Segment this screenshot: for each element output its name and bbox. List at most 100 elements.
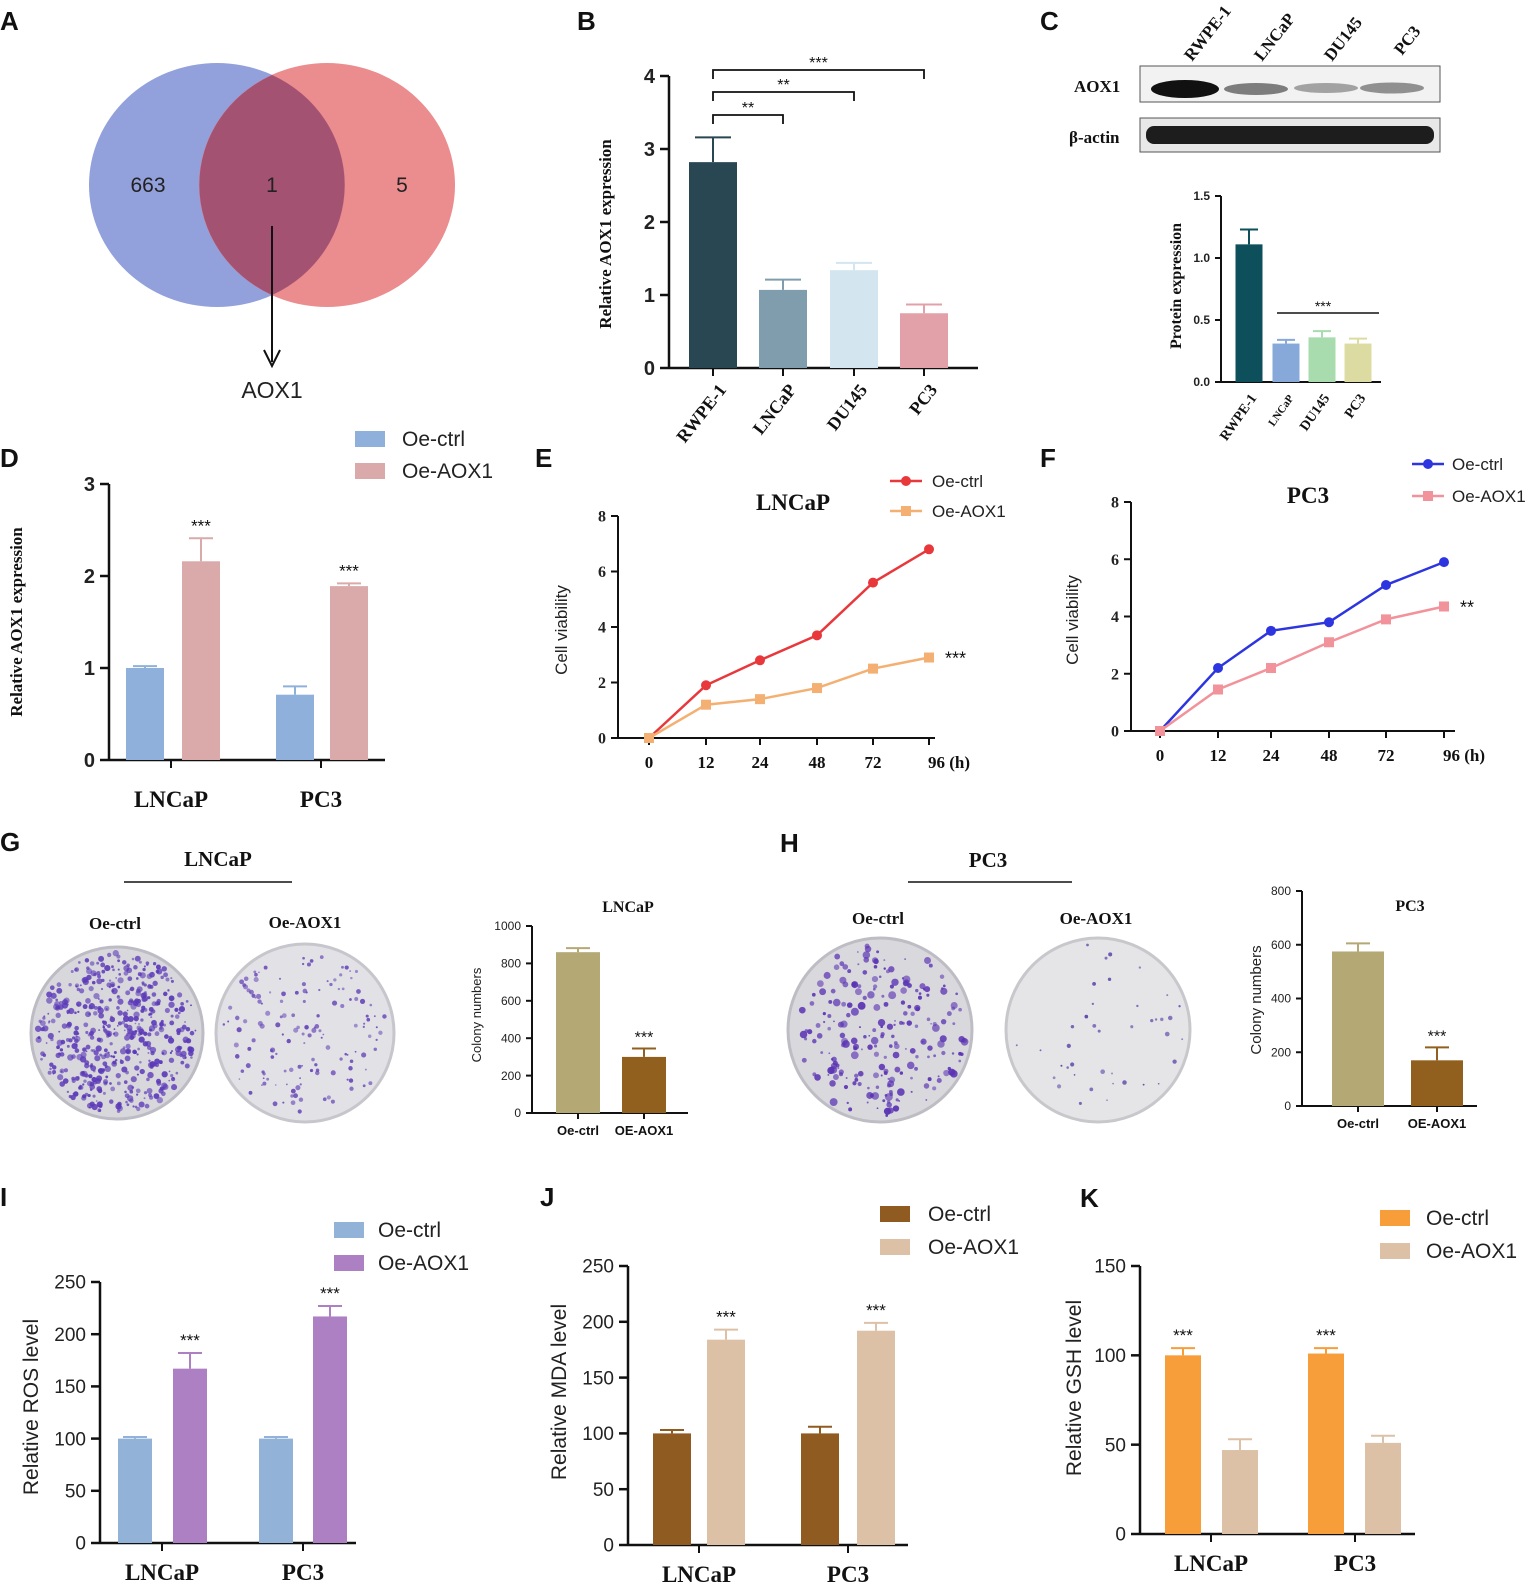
- e-xtick-label-1: 12: [698, 753, 715, 772]
- g-dots-ctrl-colony-367: [176, 1045, 182, 1051]
- e-point-1-4: [868, 663, 878, 674]
- h-dots-ctrl-colony-177: [828, 999, 833, 1004]
- d-ytick-label-2: 2: [84, 566, 95, 588]
- g-dots-ctrl-colony-20: [89, 1035, 95, 1040]
- h-dots-ctrl-colony-121: [886, 1023, 894, 1030]
- h-dots-ctrl-colony-110: [872, 984, 878, 989]
- g-ylabel: Colony numbers: [469, 967, 484, 1062]
- h-dots-ctrl-colony-120: [897, 1088, 905, 1096]
- g-dots-aox1-colony-131: [258, 971, 260, 974]
- panel-label-i: I: [0, 1182, 7, 1212]
- e-point-0-1: [701, 680, 711, 691]
- h-dots-ctrl-colony-198: [823, 971, 831, 979]
- h-dots-ctrl-colony-91: [829, 1098, 838, 1107]
- g-dots-ctrl-colony-201: [170, 1050, 174, 1053]
- h-dots-ctrl-colony-228: [863, 1034, 867, 1039]
- g-dots-ctrl-colony-431: [121, 1020, 126, 1025]
- b-sig-bracket-0: [712, 114, 784, 124]
- g-dots-ctrl-colony-230: [147, 996, 151, 1000]
- g-dots-aox1-colony-54: [330, 1070, 336, 1076]
- g-dots-ctrl-colony-64: [194, 1029, 197, 1032]
- e-ylabel: Cell viability: [552, 585, 571, 675]
- g-dots-ctrl-colony-346: [143, 1031, 148, 1036]
- h-dots-ctrl-colony-178: [940, 987, 948, 995]
- g-dots-ctrl-colony-199: [161, 1052, 165, 1055]
- i-bar-0-1: [259, 1438, 293, 1543]
- g-dots-ctrl-colony-411: [89, 1081, 95, 1087]
- g-dots-aox1-colony-146: [281, 1013, 287, 1018]
- i-yticks: 0 50 100 150 200 250: [54, 1273, 100, 1555]
- g-dots-ctrl-colony-275: [146, 963, 149, 967]
- i-ytick-label-4: 200: [54, 1325, 86, 1346]
- g-dots-ctrl-colony-389: [72, 1093, 75, 1095]
- e-ytick-label-3: 6: [598, 564, 606, 581]
- g-dots-ctrl-colony-19: [169, 1020, 175, 1026]
- g-dots-ctrl-colony-134: [85, 998, 91, 1004]
- g-dots-ctrl-colony-279: [96, 971, 101, 976]
- g-dots-ctrl-colony-253: [97, 1088, 103, 1094]
- h-dots-ctrl-colony-128: [871, 975, 879, 983]
- g-dots-ctrl-colony-99: [117, 968, 120, 971]
- g-dots-ctrl-colony-447: [104, 1065, 111, 1073]
- g-dots-ctrl-colony-263: [189, 1030, 195, 1036]
- b-sig-bracket-2: [712, 69, 925, 79]
- g-dots-ctrl-colony-202: [148, 1093, 153, 1098]
- g-dots-ctrl-colony-63: [102, 1026, 106, 1029]
- c-ytick-label-1: 0.5: [1193, 313, 1210, 327]
- g-dots-aox1-colony-148: [313, 1026, 316, 1029]
- h-dots-ctrl-colony-155: [885, 1114, 889, 1117]
- g-dots-ctrl-colony-462: [151, 1021, 154, 1023]
- g-dots-aox1-colony-35: [240, 1069, 245, 1073]
- d-bar-1-0: [182, 561, 220, 760]
- h-dots-ctrl-colony-196: [895, 1098, 899, 1102]
- k-xlabel-0: LNCaP: [1174, 1551, 1248, 1576]
- j-bar-0-1: [801, 1433, 839, 1545]
- h-dots-aox1-colony-30: [1073, 1074, 1076, 1076]
- g-dots-aox1-colony-68: [245, 1063, 251, 1069]
- g-dots-ctrl-colony-146: [126, 1009, 129, 1012]
- f-xticks: 0 12 24 48 72 96 (h): [1156, 731, 1485, 765]
- h-dots-ctrl-colony-3: [830, 988, 836, 994]
- g-dots-aox1-colony-33: [255, 993, 262, 999]
- f-legend-label-1: Oe-ctrl: [1452, 455, 1503, 474]
- g-dots-ctrl-colony-248: [79, 984, 82, 987]
- band-aox1-pc3: [1360, 82, 1424, 94]
- g-dots-ctrl-colony-472: [159, 1026, 163, 1030]
- h-dots-ctrl-colony-37: [936, 1077, 942, 1084]
- h-dots-aox1-colony-15: [1108, 952, 1113, 957]
- h-dots-ctrl-colony-31: [862, 995, 867, 1001]
- e-xtick-label-2: 24: [752, 753, 770, 772]
- panel-e: E LNCaP Oe-ctrl Oe-AOX1 Cell viability 0…: [535, 443, 1006, 772]
- h-dots-ctrl-colony-126: [914, 1004, 921, 1012]
- g-dots-aox1-colony-102: [263, 965, 268, 970]
- g-dots-ctrl-colony-304: [156, 1096, 163, 1104]
- g-dots-ctrl-colony-494: [171, 1084, 178, 1091]
- j-ytick-label-3: 150: [582, 1368, 614, 1389]
- g-dots-ctrl-colony-467: [98, 1109, 102, 1112]
- h-dots-ctrl-colony-102: [880, 1032, 885, 1037]
- h-dots-ctrl-colony-197: [893, 1023, 896, 1027]
- g-dots-ctrl-colony-252: [95, 1078, 101, 1084]
- g-dots-ctrl-colony-265: [153, 1093, 160, 1100]
- h-dots-ctrl-colony-123: [914, 1066, 918, 1071]
- venn-count-set2: 5: [396, 174, 408, 197]
- b-bar-2: [830, 270, 878, 368]
- h-dots-ctrl-colony-211: [924, 986, 931, 993]
- h-dots-ctrl-colony-136: [839, 1072, 843, 1077]
- h-dots-ctrl-colony-62: [881, 994, 885, 998]
- h-dots-ctrl-colony-72: [932, 1086, 937, 1091]
- e-legend-marker-2: [901, 506, 911, 516]
- g-dots-ctrl-colony-73: [136, 1093, 139, 1096]
- h-dots-ctrl-colony-170: [893, 1041, 898, 1045]
- g-dots-aox1-colony-32: [227, 1020, 230, 1023]
- g-dots-aox1-colony-49: [354, 1050, 357, 1053]
- h-dots-ctrl-colony-43: [910, 1090, 913, 1093]
- g-dots-ctrl-colony-133: [139, 1068, 145, 1075]
- h-yticks: 0 200 400 600 800: [1271, 884, 1302, 1113]
- h-dots-ctrl-colony-119: [926, 993, 930, 997]
- g-dots-aox1-colony-69: [354, 997, 359, 1001]
- h-dots-aox1-colony-10: [1106, 1099, 1108, 1102]
- h-dots-ctrl-colony-160: [867, 1086, 870, 1090]
- g-xlabels: Oe-ctrl OE-AOX1: [557, 1113, 673, 1138]
- g-dots-aox1-colony-142: [356, 989, 361, 994]
